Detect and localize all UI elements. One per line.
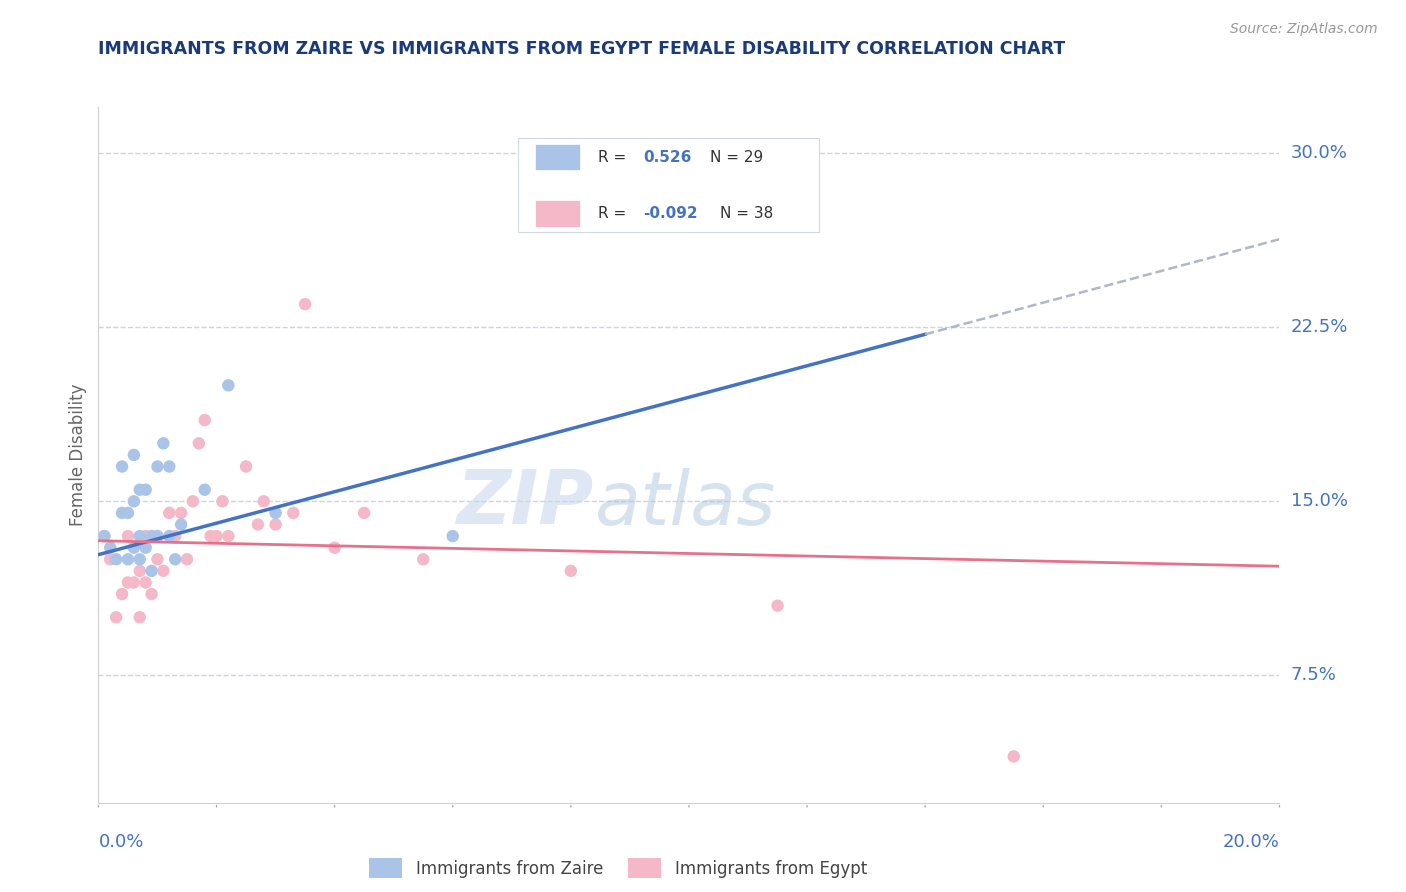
Point [170,517,193,532]
Point [122,494,145,508]
Point [253,494,276,508]
Point [122,448,145,462]
Point [141,564,163,578]
Point [141,529,163,543]
Point [93,529,115,543]
Point [412,552,434,566]
Point [152,436,174,450]
Point [135,529,157,543]
Point [165,529,187,543]
Point [766,599,789,613]
Point [111,459,134,474]
Text: 0.0%: 0.0% [98,833,143,851]
Point [235,459,257,474]
Point [560,564,582,578]
Point [105,552,128,566]
Text: -0.092: -0.092 [643,206,697,221]
Point [283,506,305,520]
Point [146,459,169,474]
Point [217,378,239,392]
Point [135,541,157,555]
Text: 30.0%: 30.0% [1291,145,1347,162]
Text: R =: R = [598,206,631,221]
Text: Source: ZipAtlas.com: Source: ZipAtlas.com [1230,22,1378,37]
Point [157,529,180,543]
Point [128,610,150,624]
Text: atlas: atlas [595,467,776,540]
Point [141,587,163,601]
Text: 0.526: 0.526 [643,150,692,165]
Point [200,529,222,543]
Point [181,494,204,508]
Point [294,297,316,311]
Text: N = 38: N = 38 [720,206,773,221]
Point [165,552,187,566]
Point [323,541,346,555]
Point [146,529,169,543]
Point [170,506,193,520]
Text: IMMIGRANTS FROM ZAIRE VS IMMIGRANTS FROM EGYPT FEMALE DISABILITY CORRELATION CHA: IMMIGRANTS FROM ZAIRE VS IMMIGRANTS FROM… [98,40,1066,58]
Point [135,483,157,497]
Point [211,494,233,508]
Text: R =: R = [598,150,631,165]
Y-axis label: Female Disability: Female Disability [69,384,87,526]
Point [117,575,139,590]
Point [98,541,121,555]
Point [117,529,139,543]
Text: N = 29: N = 29 [710,150,763,165]
Point [157,506,180,520]
Point [122,541,145,555]
Point [146,552,169,566]
Point [157,459,180,474]
Point [152,564,174,578]
Point [146,529,169,543]
Point [194,483,217,497]
Point [205,529,228,543]
Point [1002,749,1025,764]
Point [194,413,217,427]
Point [122,575,145,590]
Bar [536,201,581,227]
Point [707,216,730,230]
Point [117,552,139,566]
Bar [536,144,581,170]
FancyBboxPatch shape [517,138,818,232]
Point [441,529,464,543]
Point [105,610,128,624]
Point [176,552,198,566]
Text: ZIP: ZIP [457,467,595,541]
Point [128,564,150,578]
Point [117,506,139,520]
Text: 15.0%: 15.0% [1291,492,1347,510]
Legend: Immigrants from Zaire, Immigrants from Egypt: Immigrants from Zaire, Immigrants from E… [363,851,873,885]
Point [217,529,239,543]
Text: 20.0%: 20.0% [1223,833,1279,851]
Point [128,483,150,497]
Point [246,517,269,532]
Text: 22.5%: 22.5% [1291,318,1348,336]
Point [264,517,287,532]
Point [98,552,121,566]
Text: 7.5%: 7.5% [1291,666,1337,684]
Point [111,506,134,520]
Point [111,587,134,601]
Point [128,529,150,543]
Point [187,436,209,450]
Point [135,575,157,590]
Point [128,552,150,566]
Point [264,506,287,520]
Point [93,529,115,543]
Point [353,506,375,520]
